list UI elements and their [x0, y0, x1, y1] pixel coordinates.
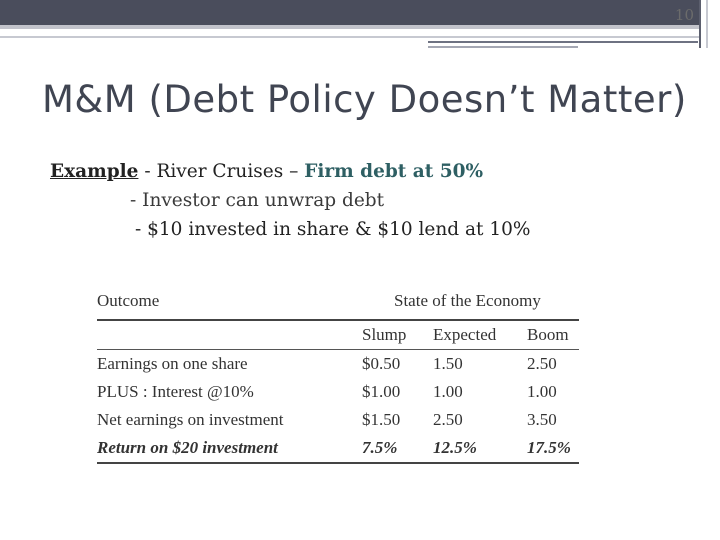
- table-cell: 12.5%: [433, 438, 477, 457]
- column-header-row: Slump Expected Boom: [97, 321, 579, 349]
- row-label: Return on $20 investment: [97, 438, 278, 457]
- table-row: PLUS : Interest @10% $1.00 1.00 1.00: [97, 378, 579, 406]
- table-cell: 17.5%: [527, 438, 571, 457]
- slide-body: Example - River Cruises – Firm debt at 5…: [50, 157, 530, 244]
- table-cell: 7.5%: [362, 438, 398, 457]
- body-line-1: Example - River Cruises – Firm debt at 5…: [50, 157, 530, 186]
- table-bottom-rule: [97, 462, 579, 464]
- table-cell: $0.50: [362, 354, 401, 373]
- example-label: Example: [50, 161, 139, 182]
- accent-line-mid: [428, 46, 578, 48]
- table-row: Earnings on one share $0.50 1.50 2.50: [97, 350, 579, 378]
- table-cell: 2.50: [527, 354, 557, 373]
- example-text: - River Cruises –: [138, 161, 305, 182]
- table-cell: 3.50: [527, 410, 557, 429]
- table-cell: 1.50: [433, 354, 463, 373]
- top-banner-shadow: [0, 25, 700, 29]
- outcome-header: Outcome: [97, 291, 160, 310]
- table-cell: $1.00: [362, 382, 401, 401]
- column-header: Expected: [433, 325, 497, 344]
- side-rule: [699, 0, 701, 48]
- row-label: Earnings on one share: [97, 354, 248, 373]
- column-header: Boom: [527, 325, 569, 344]
- slide-title: M&M (Debt Policy Doesn’t Matter): [42, 78, 687, 121]
- side-rule-light: [706, 0, 708, 48]
- table-cell: 1.00: [433, 382, 463, 401]
- state-header: State of the Economy: [394, 291, 541, 310]
- row-label: PLUS : Interest @10%: [97, 382, 254, 401]
- body-line-2: - Investor can unwrap debt: [130, 190, 385, 211]
- table-cell: $1.50: [362, 410, 401, 429]
- table-cell: 1.00: [527, 382, 557, 401]
- table-row-total: Return on $20 investment 7.5% 12.5% 17.5…: [97, 434, 579, 462]
- body-line-3: - $10 invested in share & $10 lend at 10…: [135, 219, 531, 240]
- page-number: 10: [674, 6, 694, 24]
- economy-table: Outcome State of the Economy Slump Expec…: [97, 287, 579, 464]
- table-header-row: Outcome State of the Economy: [97, 287, 579, 319]
- accent-line: [0, 36, 700, 38]
- accent-line-dark: [428, 41, 698, 43]
- top-banner: [0, 0, 700, 25]
- column-header: Slump: [362, 325, 407, 344]
- table-row: Net earnings on investment $1.50 2.50 3.…: [97, 406, 579, 434]
- table-cell: 2.50: [433, 410, 463, 429]
- header-rule: [97, 319, 579, 321]
- row-label: Net earnings on investment: [97, 410, 284, 429]
- firm-debt-text: Firm debt at 50%: [304, 161, 484, 182]
- column-header-rule: [97, 349, 579, 350]
